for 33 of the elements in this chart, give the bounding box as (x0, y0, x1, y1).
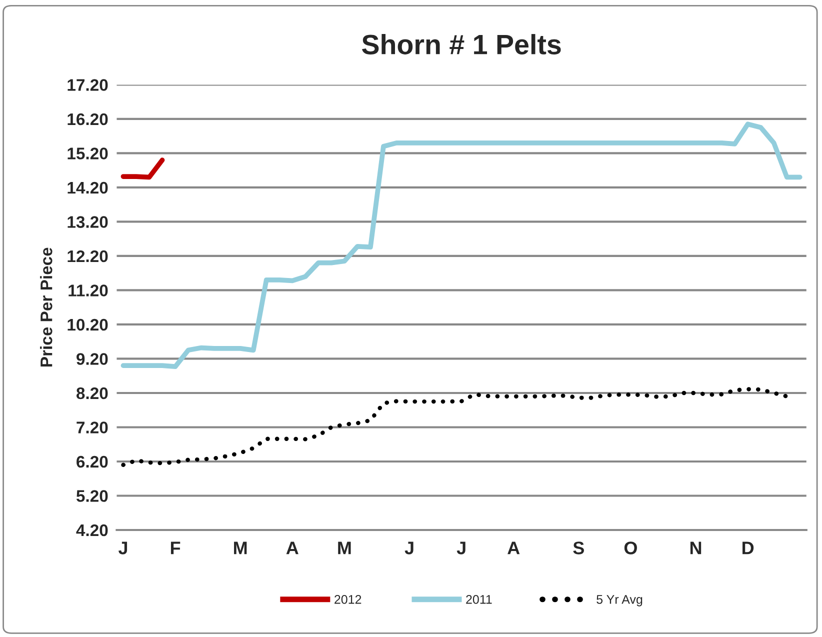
legend-label: 5 Yr Avg (596, 595, 642, 606)
y-tick-label: 9.20 (76, 353, 108, 365)
y-tick-label: 12.20 (68, 250, 108, 262)
y-tick-label: 11.20 (68, 284, 108, 296)
y-tick-label: 15.20 (68, 148, 108, 160)
y-tick-label: 8.20 (76, 387, 108, 400)
y-tick-label: 10.20 (68, 318, 108, 331)
x-tick-label: M (234, 542, 247, 554)
y-tick-label: 13.20 (68, 216, 108, 228)
x-tick-label: M (338, 542, 351, 554)
legend-label: 2011 (466, 594, 492, 604)
x-tick-label: J (404, 542, 414, 554)
legend-label: 2012 (334, 594, 362, 604)
y-tick-label: 6.20 (76, 456, 108, 468)
x-tick-label: A (508, 542, 520, 554)
y-tick-label: 14.20 (68, 182, 108, 194)
x-tick-label: A (286, 542, 298, 554)
y-tick-label: 5.20 (76, 490, 108, 502)
y-tick-label: 7.20 (76, 422, 108, 434)
x-tick-label: S (573, 542, 584, 554)
x-tick-label: D (742, 542, 754, 554)
x-tick-label: F (170, 542, 180, 554)
x-tick-label: N (690, 542, 702, 554)
x-tick-label: J (456, 542, 466, 554)
line-series (120, 122, 802, 370)
y-axis-title: Price Per Piece (40, 248, 52, 366)
x-tick-label: O (624, 542, 637, 554)
chart-title: Shorn # 1 Pelts (362, 34, 561, 54)
x-tick-label: J (118, 542, 128, 554)
line-series (121, 387, 789, 467)
y-tick-label: 17.20 (68, 79, 108, 91)
y-tick-label: 16.20 (68, 113, 108, 126)
y-tick-label: 4.20 (76, 524, 108, 536)
